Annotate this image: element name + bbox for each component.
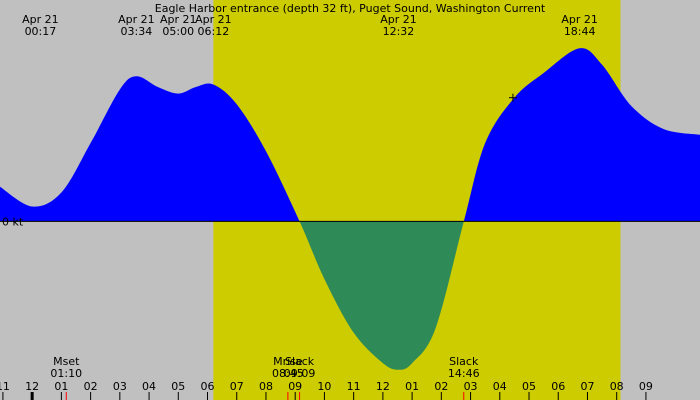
event-time-label: 05:00	[162, 25, 194, 38]
hour-tick-label: 03	[464, 380, 478, 393]
hour-tick-label: 04	[142, 380, 156, 393]
event-name-label: Slack	[285, 355, 315, 368]
event-date-label: Apr 21	[118, 13, 155, 26]
event-date-label: Apr 21	[380, 13, 417, 26]
event-date-label: Apr 21	[195, 13, 232, 26]
ebb-area	[0, 221, 700, 370]
hour-tick-label: 09	[639, 380, 653, 393]
event-time-label: 06:12	[198, 25, 230, 38]
hour-tick-label: 04	[493, 380, 507, 393]
event-name-label: Slack	[449, 355, 479, 368]
hour-tick-label: 07	[580, 380, 594, 393]
event-time-label: 09:09	[284, 367, 316, 380]
hour-tick-label: 08	[259, 380, 273, 393]
event-date-label: Apr 21	[22, 13, 59, 26]
current-area-layer	[0, 48, 700, 370]
hour-tick-label: 03	[113, 380, 127, 393]
hour-tick-label: 06	[551, 380, 565, 393]
hour-tick-label: 06	[201, 380, 215, 393]
hour-tick-label: 12	[376, 380, 390, 393]
event-time-label: 08:45	[272, 367, 304, 380]
event-time-label: 03:34	[121, 25, 153, 38]
event-date-label: Apr 21	[561, 13, 598, 26]
event-time-label: 00:17	[25, 25, 57, 38]
hour-tick-label: 11	[0, 380, 10, 393]
event-date-label: Apr 21	[160, 13, 197, 26]
hour-tick-label: 05	[171, 380, 185, 393]
hour-tick-label: 07	[230, 380, 244, 393]
zero-knot-label: 0 kt	[2, 215, 24, 228]
hour-tick-label: 02	[434, 380, 448, 393]
hour-tick-label: 01	[54, 380, 68, 393]
chart-title: Eagle Harbor entrance (depth 32 ft), Pug…	[155, 2, 546, 15]
hour-tick-label: 02	[84, 380, 98, 393]
crosshair-marker	[508, 93, 517, 102]
event-time-label: 14:46	[448, 367, 480, 380]
hour-tick-label: 09	[288, 380, 302, 393]
event-name-label: Mset	[53, 355, 80, 368]
hour-tick-label: 01	[405, 380, 419, 393]
flood-area	[0, 48, 700, 222]
hour-tick-label: 05	[522, 380, 536, 393]
hour-tick-label: 11	[347, 380, 361, 393]
event-time-label: 18:44	[564, 25, 596, 38]
hour-tick-label: 08	[610, 380, 624, 393]
event-time-label: 01:10	[50, 367, 82, 380]
hour-tick-label: 10	[317, 380, 331, 393]
hour-axis: 11 12 01 02 03 04 05 06 07 08 09 10 11 12 01 02 03 04 05 06…	[0, 380, 653, 400]
hour-tick-label: 12	[25, 380, 39, 393]
event-time-label: 12:32	[383, 25, 415, 38]
event-name-label: Mrise	[273, 355, 303, 368]
